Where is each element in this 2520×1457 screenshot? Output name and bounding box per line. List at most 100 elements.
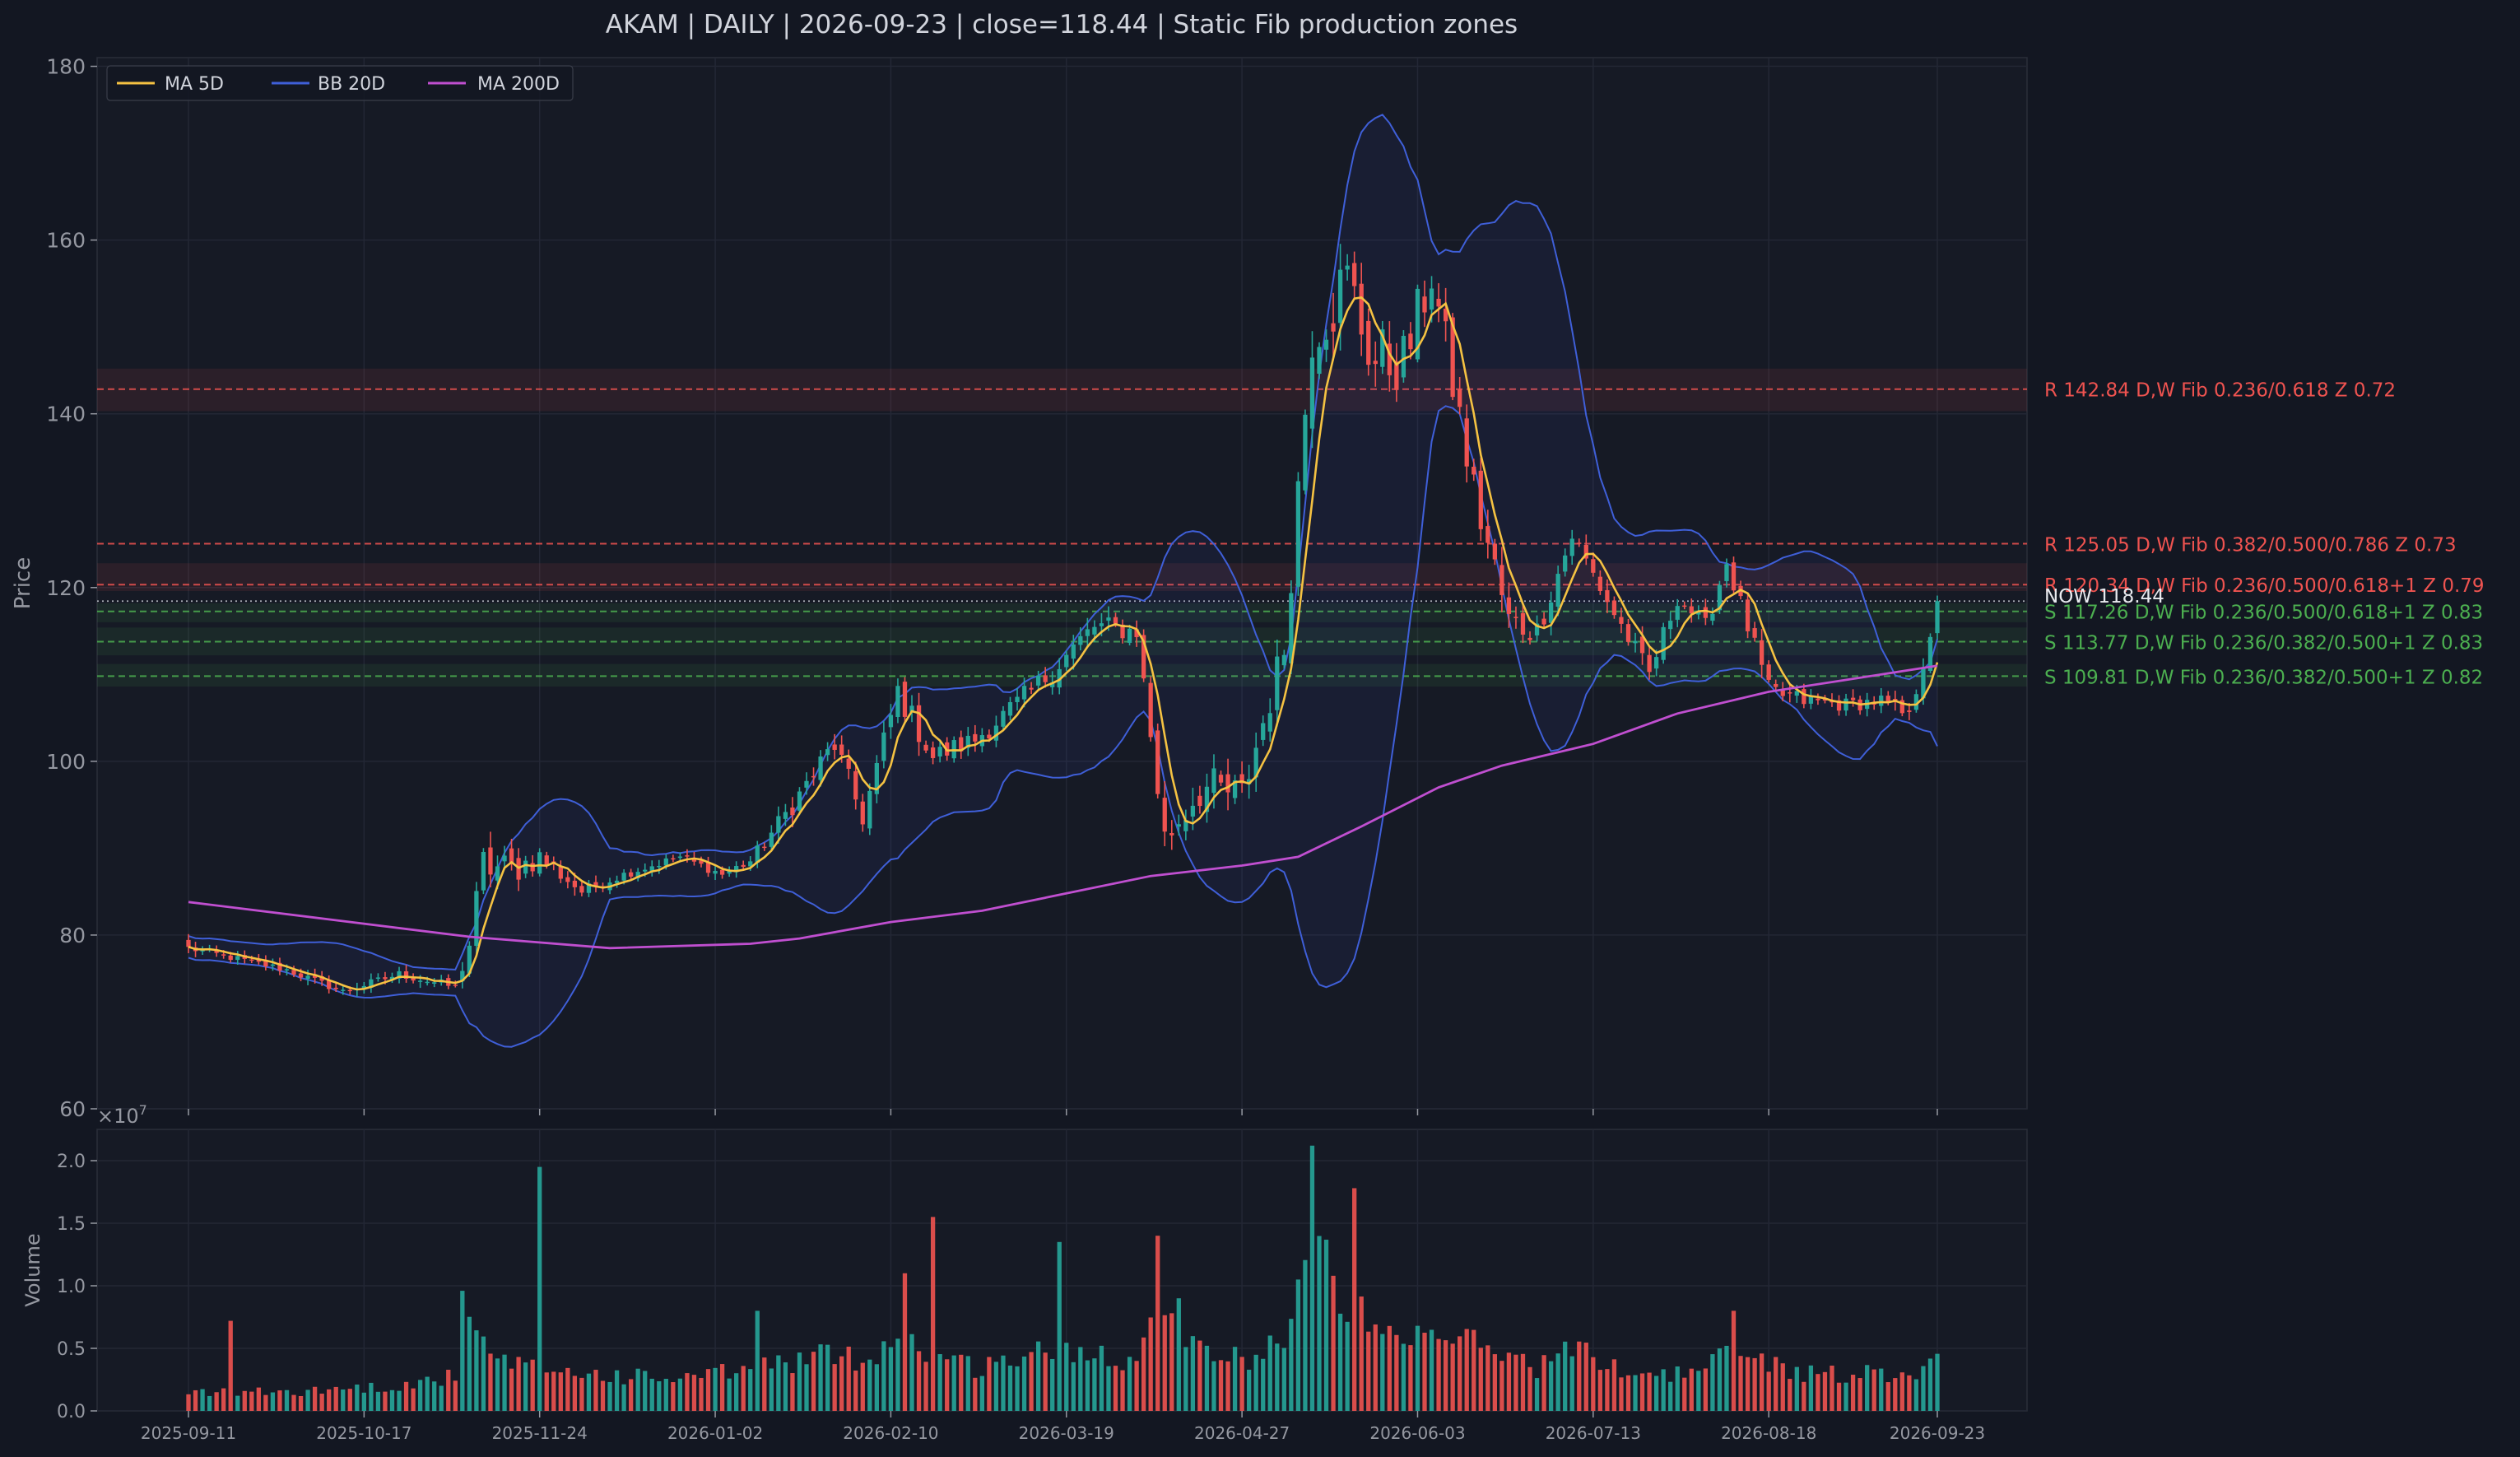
x-tick-label: 2026-03-19 bbox=[1019, 1423, 1114, 1443]
volume-bar bbox=[629, 1379, 634, 1411]
candle-body bbox=[1696, 610, 1701, 615]
volume-bar bbox=[1064, 1343, 1069, 1411]
legend-box bbox=[106, 65, 574, 101]
volume-bar bbox=[558, 1372, 563, 1411]
volume-bar bbox=[1323, 1239, 1329, 1411]
volume-bar bbox=[1436, 1338, 1441, 1411]
candle-body bbox=[776, 816, 781, 833]
candle-body bbox=[1001, 710, 1006, 727]
candle-body bbox=[867, 790, 872, 829]
volume-bar bbox=[242, 1390, 247, 1411]
candle-body bbox=[453, 985, 458, 986]
legend-label: MA 5D bbox=[165, 74, 224, 95]
volume-bar bbox=[1352, 1188, 1357, 1411]
volume-bar bbox=[1387, 1325, 1392, 1411]
volume-bar bbox=[1478, 1348, 1483, 1411]
candle-body bbox=[1029, 687, 1034, 690]
volume-bar bbox=[657, 1380, 662, 1411]
volume-bar bbox=[1774, 1357, 1778, 1411]
volume-bar bbox=[1176, 1298, 1181, 1411]
candle-body bbox=[1745, 599, 1751, 631]
candle-body bbox=[1879, 696, 1884, 706]
candle-body bbox=[1331, 323, 1336, 332]
volume-bar bbox=[1380, 1334, 1385, 1411]
volume-bar bbox=[1921, 1366, 1926, 1411]
candle-body bbox=[1035, 675, 1041, 686]
volume-bar bbox=[1661, 1369, 1666, 1411]
ma200-line bbox=[188, 664, 1938, 950]
volume-bar bbox=[663, 1378, 668, 1411]
volume-bar bbox=[909, 1334, 914, 1411]
candle-body bbox=[1281, 654, 1286, 666]
candle-body bbox=[762, 846, 767, 849]
volume-bar bbox=[1689, 1368, 1694, 1411]
volume-bar bbox=[1162, 1315, 1167, 1411]
level-label: R 142.84 D,W Fib 0.236/0.618 Z 0.72 bbox=[2044, 380, 2396, 402]
volume-bar bbox=[319, 1394, 324, 1411]
volume-bar bbox=[523, 1362, 528, 1411]
candle-body bbox=[417, 980, 423, 982]
price-tick-label: 160 bbox=[46, 229, 86, 253]
candle-body bbox=[1464, 418, 1469, 467]
volume-bar bbox=[1218, 1360, 1224, 1411]
candle-body bbox=[1352, 263, 1357, 286]
x-tick-label: 2026-02-10 bbox=[843, 1423, 938, 1443]
candle-body bbox=[432, 982, 437, 984]
candle-body bbox=[1401, 336, 1406, 378]
candle-body bbox=[502, 855, 507, 862]
volume-bar bbox=[249, 1391, 254, 1411]
candle-body bbox=[1619, 617, 1624, 624]
candle-body bbox=[1788, 692, 1792, 694]
candle-body bbox=[509, 848, 514, 863]
volume-bar bbox=[572, 1376, 578, 1411]
candle-body bbox=[1309, 357, 1315, 429]
volume-bar bbox=[1085, 1360, 1090, 1411]
volume-bar bbox=[811, 1352, 816, 1411]
volume-bar bbox=[1408, 1345, 1413, 1411]
candle-body bbox=[1289, 593, 1294, 663]
candle-body bbox=[333, 987, 338, 989]
volume-bar bbox=[347, 1389, 352, 1411]
volume-bar bbox=[1899, 1372, 1904, 1411]
volume-panel: 0.0 0.5 1.0 1.5 2.0 Volume ×107 bbox=[21, 1102, 2028, 1422]
x-axis: 2025-09-11 2025-10-17 2025-11-24 2026-01-02… bbox=[141, 1411, 1985, 1443]
volume-bar bbox=[769, 1368, 774, 1411]
volume-bar bbox=[305, 1390, 310, 1411]
candle-body bbox=[965, 735, 970, 748]
volume-bar bbox=[762, 1357, 767, 1411]
candle-body bbox=[361, 985, 366, 989]
candle-body bbox=[1275, 656, 1280, 710]
candle-body bbox=[305, 975, 310, 979]
candle-body bbox=[319, 975, 324, 981]
candle-body bbox=[298, 973, 304, 978]
candle-body bbox=[783, 812, 788, 819]
volume-bar bbox=[1253, 1354, 1258, 1411]
volume-bar bbox=[460, 1291, 465, 1411]
volume-bar bbox=[1788, 1379, 1792, 1411]
volume-bar bbox=[1710, 1354, 1715, 1411]
candle-body bbox=[1591, 559, 1596, 573]
volume-bar bbox=[1563, 1341, 1568, 1411]
volume-bar bbox=[284, 1390, 290, 1411]
candle-body bbox=[1162, 798, 1167, 832]
volume-bar bbox=[1401, 1343, 1406, 1411]
volume-bar bbox=[516, 1357, 521, 1411]
volume-bar bbox=[832, 1364, 837, 1411]
volume-bar bbox=[565, 1367, 570, 1411]
candle-body bbox=[1661, 626, 1666, 660]
candle-body bbox=[1443, 308, 1448, 322]
candle-body bbox=[1633, 640, 1638, 644]
volume-bar bbox=[369, 1382, 374, 1411]
candle-body bbox=[1261, 723, 1266, 740]
candle-body bbox=[727, 870, 732, 874]
volume-bar bbox=[1127, 1357, 1132, 1411]
x-tick-label: 2026-07-13 bbox=[1546, 1423, 1641, 1443]
price-tick-label: 60 bbox=[59, 1097, 86, 1121]
candle-body bbox=[1520, 612, 1526, 635]
volume-bar bbox=[973, 1377, 978, 1411]
volume-bar bbox=[1148, 1317, 1153, 1411]
volume-bar bbox=[1155, 1236, 1160, 1411]
volume-bar bbox=[1844, 1382, 1848, 1411]
volume-bar bbox=[1197, 1340, 1202, 1411]
